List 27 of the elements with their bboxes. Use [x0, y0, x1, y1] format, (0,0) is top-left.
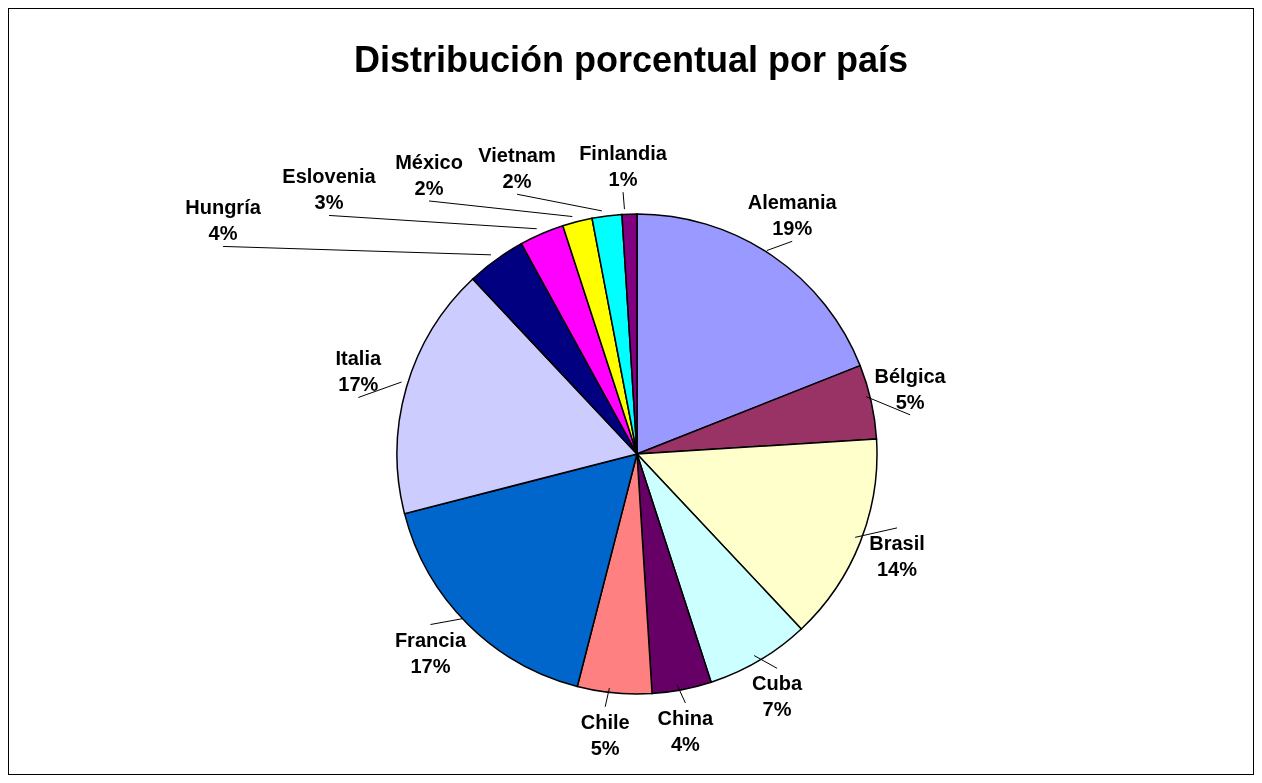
data-label: 5%: [590, 736, 620, 759]
data-label: 4%: [208, 222, 238, 245]
chart-title: Distribución porcentual por país: [352, 39, 910, 81]
slice-label: México: [395, 150, 463, 173]
data-label: 19%: [772, 217, 813, 240]
slice-label: Italia: [335, 347, 382, 370]
slice-label: Alemania: [747, 191, 838, 214]
data-label: 2%: [414, 176, 444, 199]
slice-label: Finlandia: [579, 142, 668, 165]
data-label: 1%: [608, 168, 638, 191]
slice-label: Cuba: [752, 672, 803, 695]
data-label: 17%: [410, 654, 451, 677]
slice-label: China: [657, 706, 715, 729]
slice-label: Bélgica: [874, 364, 947, 387]
data-label: 7%: [762, 698, 792, 721]
slice-label: Hungría: [185, 196, 262, 219]
data-label: 4%: [670, 732, 701, 755]
slice-label: Brasil: [869, 531, 925, 554]
slice-label: Eslovenia: [282, 165, 377, 188]
slice-label: Chile: [580, 710, 630, 733]
slice-label: Francia: [394, 628, 467, 651]
data-label: 3%: [314, 191, 344, 214]
data-label: 2%: [502, 170, 532, 193]
data-label: 5%: [895, 390, 925, 413]
slice-label: Vietnam: [478, 144, 556, 167]
data-label: 14%: [876, 557, 918, 580]
data-label: 17%: [338, 373, 379, 396]
